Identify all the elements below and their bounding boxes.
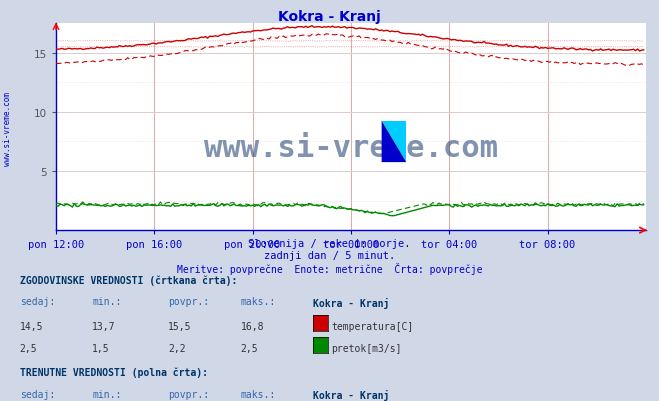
Text: Slovenija / reke in morje.: Slovenija / reke in morje.: [248, 239, 411, 249]
Text: Kokra - Kranj: Kokra - Kranj: [313, 389, 389, 400]
Text: maks.:: maks.:: [241, 389, 275, 399]
Text: www.si-vreme.com: www.si-vreme.com: [204, 134, 498, 162]
Text: 2,5: 2,5: [241, 343, 258, 353]
Text: Kokra - Kranj: Kokra - Kranj: [313, 297, 389, 308]
FancyBboxPatch shape: [382, 122, 406, 163]
Text: Meritve: povprečne  Enote: metrične  Črta: povprečje: Meritve: povprečne Enote: metrične Črta:…: [177, 263, 482, 275]
Polygon shape: [382, 122, 406, 163]
Text: www.si-vreme.com: www.si-vreme.com: [3, 91, 13, 165]
Text: pretok[m3/s]: pretok[m3/s]: [331, 343, 402, 353]
Text: 14,5: 14,5: [20, 321, 43, 331]
Text: sedaj:: sedaj:: [20, 389, 55, 399]
Text: 1,5: 1,5: [92, 343, 110, 353]
Text: 2,2: 2,2: [168, 343, 186, 353]
Text: zadnji dan / 5 minut.: zadnji dan / 5 minut.: [264, 251, 395, 261]
Text: 13,7: 13,7: [92, 321, 116, 331]
Text: Kokra - Kranj: Kokra - Kranj: [278, 10, 381, 24]
Text: maks.:: maks.:: [241, 297, 275, 307]
Text: ZGODOVINSKE VREDNOSTI (črtkana črta):: ZGODOVINSKE VREDNOSTI (črtkana črta):: [20, 275, 237, 285]
Text: 2,5: 2,5: [20, 343, 38, 353]
Text: 15,5: 15,5: [168, 321, 192, 331]
Text: povpr.:: povpr.:: [168, 297, 209, 307]
Text: 16,8: 16,8: [241, 321, 264, 331]
Text: min.:: min.:: [92, 297, 122, 307]
Text: TRENUTNE VREDNOSTI (polna črta):: TRENUTNE VREDNOSTI (polna črta):: [20, 367, 208, 377]
Text: sedaj:: sedaj:: [20, 297, 55, 307]
Text: povpr.:: povpr.:: [168, 389, 209, 399]
Text: min.:: min.:: [92, 389, 122, 399]
Polygon shape: [382, 122, 406, 163]
Text: temperatura[C]: temperatura[C]: [331, 321, 414, 331]
